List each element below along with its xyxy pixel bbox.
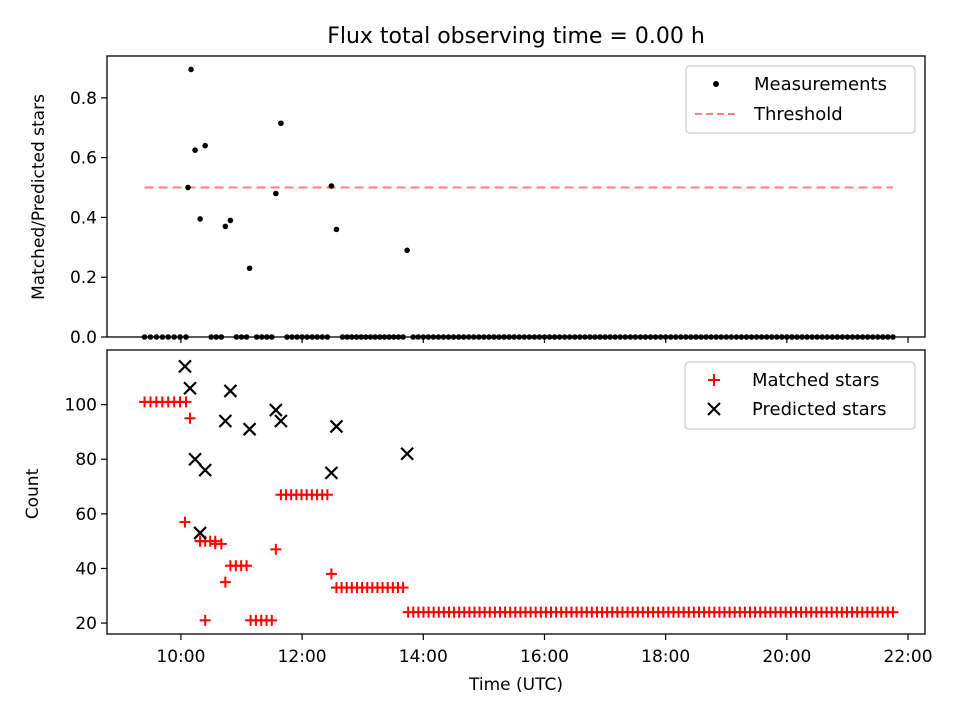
x-axis-label: Time (UTC) <box>468 675 563 695</box>
ratio-y-axis-label: Matched/Predicted stars <box>29 94 49 300</box>
ratio-y-tick-label: 0.2 <box>70 268 97 288</box>
count-y-tick-label: 80 <box>75 450 97 470</box>
count-x-tick-label: 20:00 <box>762 647 811 667</box>
count-x-tick-label: 10:00 <box>156 647 205 667</box>
ratio-legend-box <box>685 65 916 134</box>
legend-matched-marker <box>708 374 720 386</box>
predicted-star-point <box>274 414 288 428</box>
count-y-tick-label: 40 <box>75 559 97 579</box>
measurement-point <box>404 247 410 254</box>
count-x-tick-label: 16:00 <box>520 647 569 667</box>
matched-star-point <box>325 568 337 580</box>
measurement-point <box>202 142 208 149</box>
count-axes-frame <box>106 349 926 635</box>
matched-star-point <box>179 516 191 528</box>
count-y-tick-label: 60 <box>75 505 97 525</box>
count-x-tick-label: 12:00 <box>278 647 327 667</box>
matched-star-point <box>266 614 278 626</box>
predicted-star-point <box>223 384 238 398</box>
matched-star-point <box>199 614 211 626</box>
count-legend-box <box>684 361 916 430</box>
measurement-point <box>185 184 191 191</box>
ratio-y-tick-label: 0.4 <box>70 208 97 228</box>
count-y-tick-label: 20 <box>75 614 97 634</box>
predicted-star-point <box>269 403 283 417</box>
ratio-y-tick-label: 0.8 <box>70 89 97 109</box>
count-y-ticks: 20 40 60 80 100 <box>65 396 107 634</box>
predicted-star-point <box>198 463 212 477</box>
matched-star-point <box>241 560 253 572</box>
measurement-point <box>333 226 340 233</box>
measurement-point <box>328 183 335 189</box>
ratio-axes: 0.00.20.40.60.8 Matched/Predicted stars … <box>29 55 926 348</box>
measurement-point <box>227 217 234 224</box>
matched-star-point <box>887 606 899 618</box>
measurement-point <box>278 120 284 127</box>
ratio-y-tick-label: 0.0 <box>70 328 97 348</box>
measurement-point <box>222 223 229 230</box>
matched-star-point <box>397 582 409 594</box>
legend-measurements-label: Measurements <box>754 74 887 95</box>
predicted-star-point <box>193 526 207 540</box>
predicted-star-point <box>188 452 202 467</box>
predicted-star-point <box>242 422 257 436</box>
matched-star-point <box>321 489 333 501</box>
count-x-tick-label: 14:00 <box>399 647 448 667</box>
ratio-axes-frame <box>106 55 926 338</box>
count-x-tick-label: 22:00 <box>884 647 933 667</box>
ratio-y-tick-label: 0.6 <box>70 149 97 169</box>
figure-title: Flux total observing time = 0.00 h <box>327 24 705 49</box>
matched-star-point <box>270 543 282 555</box>
count-x-tick-label: 18:00 <box>641 647 690 667</box>
ratio-legend: Measurements Threshold <box>685 65 916 134</box>
legend-measurements-marker <box>713 81 719 87</box>
legend-matched-label: Matched stars <box>752 370 879 391</box>
predicted-star-point <box>183 381 197 396</box>
predicted-star-point <box>400 446 414 461</box>
measurement-point <box>197 216 203 222</box>
count-y-axis-label: Count <box>23 468 43 519</box>
matched-star-point <box>184 412 196 424</box>
matched-star-point <box>194 535 206 547</box>
count-x-ticks: 10:00 12:00 14:00 16:00 18:00 20:00 22:00 <box>156 634 933 667</box>
ratio-y-ticks: 0.0 0.2 0.4 0.6 0.8 <box>70 89 107 348</box>
measurement-point <box>188 66 194 73</box>
measurement-point <box>246 265 253 272</box>
count-legend: Matched stars Predicted stars <box>684 361 916 430</box>
count-y-tick-label: 100 <box>65 396 97 416</box>
matched-star-point <box>215 538 227 550</box>
measurement-point <box>273 190 279 197</box>
count-plot-area <box>139 359 899 626</box>
predicted-star-point <box>218 414 233 428</box>
legend-predicted-label: Predicted stars <box>752 399 886 420</box>
legend-predicted-marker <box>707 402 721 416</box>
count-axes: 20 40 60 80 100 10:00 12:00 14:00 16:00 18:00 20:… <box>23 349 933 695</box>
measurement-point <box>192 147 198 153</box>
matched-star-point <box>180 396 192 408</box>
legend-threshold-label: Threshold <box>753 104 843 125</box>
predicted-star-point <box>329 419 344 434</box>
predicted-star-point <box>324 466 339 480</box>
predicted-star-point <box>178 359 192 374</box>
matched-star-point <box>219 576 231 588</box>
